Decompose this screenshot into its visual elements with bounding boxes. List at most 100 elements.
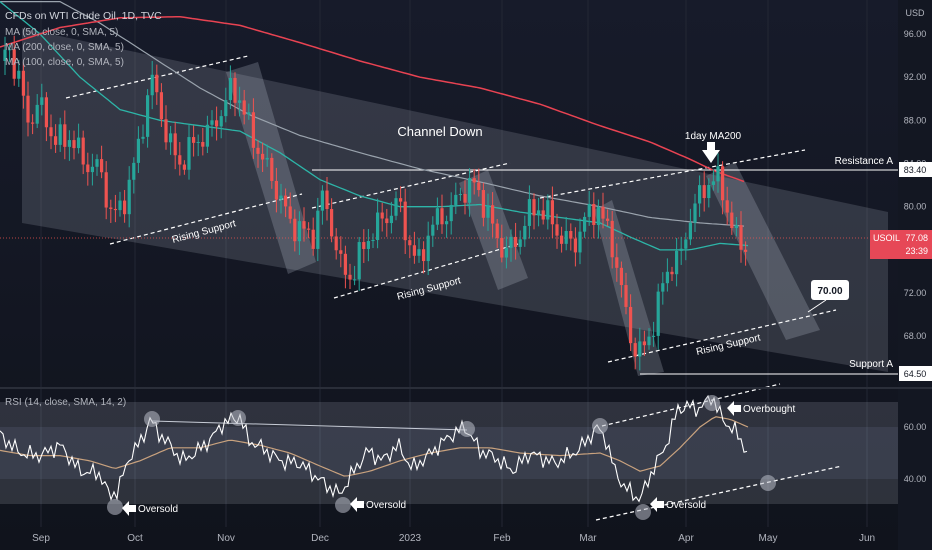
candle-body [229,78,232,100]
candle-body [551,200,554,224]
candle-body [606,219,609,221]
candle-body [183,165,186,170]
candle-body [486,205,489,218]
candle-body [155,75,158,92]
rsi-marker [107,499,123,515]
indicator-ma100: MA (100, close, 0, SMA, 5) [5,57,124,68]
candle-body [100,159,103,172]
candle-body [514,237,517,247]
candle-body [270,158,273,181]
candle-body [128,180,131,214]
oversold-label-2: Oversold [366,500,406,511]
chart-title: CFDs on WTI Crude Oil, 1D, TVC [5,10,162,22]
rsi-marker [335,497,351,513]
candle-body [482,190,485,218]
candle-body [206,125,209,147]
candle-body [325,191,328,209]
candle-body [505,248,508,258]
candle-body [362,242,365,249]
usoil-countdown: 23:39 [905,246,928,256]
candle-body [620,268,623,285]
usoil-value: 77.08 [905,233,928,243]
candle-body [454,195,457,205]
usoil-symbol: USOIL [873,233,900,243]
candle-body [735,225,738,228]
support-a-label: Support A [849,359,893,370]
candle-body [693,203,696,222]
indicator-ma200: MA (200, close, 0, SMA, 5) [5,42,124,53]
candle-body [555,224,558,235]
price-tick-label: 72.00 [904,288,927,298]
candle-body [661,283,664,291]
rsi-marker [704,395,720,411]
candle-body [436,208,439,224]
candle-body [546,200,549,219]
overbought-label: Overbought [743,404,795,415]
resistance-a-label: Resistance A [835,156,894,167]
rsi-tick-label: 60.00 [904,422,927,432]
candle-body [141,137,144,139]
candle-body [404,202,407,241]
candle-body [233,78,236,103]
candle-body [666,272,669,283]
candle-body [353,279,356,280]
candle-body [739,225,742,250]
candle-body [118,201,121,211]
currency-label: USD [905,8,925,18]
candle-body [597,207,600,225]
candle-body [390,216,393,223]
candle-body [698,185,701,203]
candle-body [703,185,706,198]
candle-body [463,194,466,203]
candle-body [358,242,361,279]
candle-body [178,155,181,164]
rsi-marker [230,410,246,426]
indicator-ma50: MA (50, close, 0, SMA, 5) [5,27,118,38]
candle-body [523,226,526,239]
candle-body [312,230,315,249]
candle-body [647,337,650,346]
candle-body [670,272,673,274]
candle-body [427,236,430,261]
rsi-marker [144,411,160,427]
candle-body [569,231,572,239]
oversold-label-1: Oversold [138,504,178,515]
candle-body [611,221,614,257]
candle-body [243,100,246,114]
rsi-marker [760,475,776,491]
rsi-tick-label: 40.00 [904,474,927,484]
candle-body [519,239,522,247]
candle-body [201,142,204,147]
candle-body [86,164,89,172]
candle-body [109,208,112,209]
oversold-label-3: Oversold [666,500,706,511]
candle-body [26,96,29,123]
candle-body [638,341,641,356]
candle-body [578,232,581,253]
candle-body [348,275,351,280]
time-tick-label: Oct [127,533,143,544]
candle-body [624,285,627,307]
rsi-marker [459,421,475,437]
candle-body [49,127,52,136]
time-tick-label: Sep [32,533,50,544]
candle-body [445,221,448,224]
candle-body [385,219,388,224]
candle-body [220,116,223,126]
candle-body [224,100,227,116]
candle-body [560,236,563,244]
time-tick-label: Feb [493,533,511,544]
candle-body [477,182,480,190]
candle-body [574,239,577,253]
candle-body [680,249,683,251]
candle-body [59,124,62,145]
candle-body [689,223,692,240]
candle-body [601,207,604,219]
time-tick-label: 2023 [399,533,422,544]
candle-body [496,224,499,238]
candle-body [45,97,48,127]
candle-body [293,219,296,241]
candle-body [684,239,687,248]
candle-body [592,204,595,225]
